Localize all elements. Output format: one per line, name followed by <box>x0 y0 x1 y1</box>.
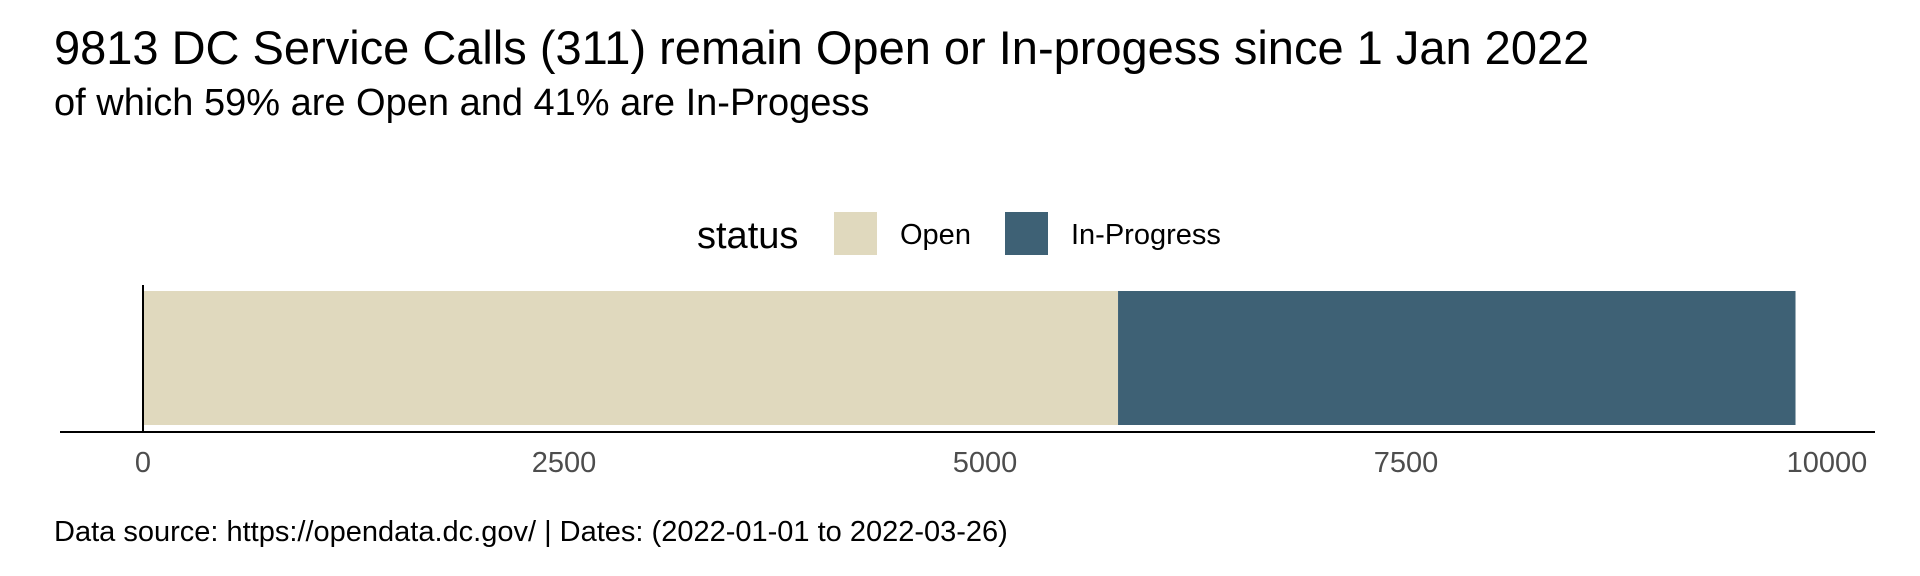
bar-segment-in-progress <box>1118 291 1796 425</box>
chart-subtitle: of which 59% are Open and 41% are In-Pro… <box>54 82 870 124</box>
x-tick-label: 10000 <box>1787 447 1868 479</box>
bar-group <box>143 291 1796 425</box>
legend: status Open In-Progress <box>697 212 1221 257</box>
x-tick-label: 5000 <box>953 447 1018 479</box>
x-tick-label: 0 <box>135 447 151 479</box>
legend-title: status <box>697 215 798 257</box>
chart-title: 9813 DC Service Calls (311) remain Open … <box>54 21 1590 74</box>
legend-key-swatch <box>1005 212 1048 255</box>
legend-key-swatch <box>834 212 877 255</box>
legend-items: Open In-Progress <box>834 212 1221 255</box>
x-tick-label: 7500 <box>1374 447 1439 479</box>
legend-label: In-Progress <box>1071 219 1221 251</box>
legend-item-open: Open <box>834 212 971 255</box>
legend-label: Open <box>900 219 971 251</box>
x-axis-ticks: 0 2500 5000 7500 10000 <box>135 447 1867 479</box>
legend-item-in-progress: In-Progress <box>1005 212 1221 255</box>
bar-segment-open <box>143 291 1119 425</box>
chart-caption: Data source: https://opendata.dc.gov/ | … <box>54 516 1008 548</box>
x-tick-label: 2500 <box>532 447 597 479</box>
